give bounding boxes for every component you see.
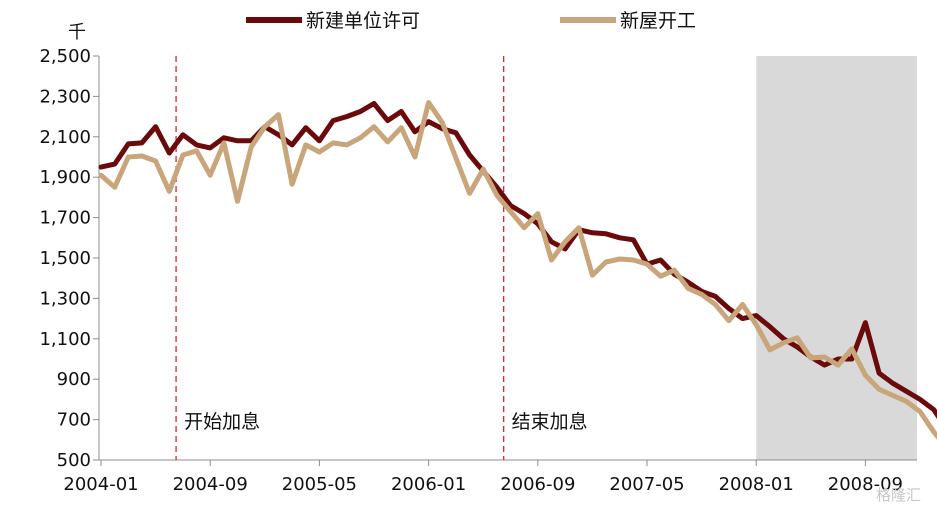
watermark: 格隆汇 <box>876 486 921 504</box>
y-tick-label: 700 <box>57 410 91 431</box>
legend: 新建单位许可 新屋开工 <box>246 10 696 32</box>
y-tick-label: 1,300 <box>39 288 91 309</box>
annotations: 开始加息 结束加息 <box>175 56 588 460</box>
y-tick-label: 2,500 <box>39 46 91 67</box>
y-tick-label: 2,300 <box>39 86 91 107</box>
shaded-region <box>756 56 917 460</box>
y-tick-label: 1,100 <box>39 329 91 350</box>
unit-label: 千 <box>68 22 86 43</box>
y-tick-label: 1,500 <box>39 248 91 269</box>
legend-label: 新屋开工 <box>620 10 696 32</box>
y-tick-label: 1,700 <box>39 208 91 229</box>
series-line-2 <box>98 100 937 440</box>
x-tick-label: 2008-01 <box>719 474 794 495</box>
y-tick-label: 1,900 <box>39 167 91 188</box>
x-tick-label: 2007-05 <box>609 474 684 495</box>
x-tick-label: 2006-09 <box>500 474 575 495</box>
annotation-label: 结束加息 <box>512 411 588 433</box>
legend-label: 新建单位许可 <box>306 10 420 32</box>
annotation-label: 开始加息 <box>184 411 260 433</box>
x-tick-label: 2006-01 <box>391 474 466 495</box>
y-tick-label: 500 <box>57 450 91 471</box>
x-tick-label: 2004-09 <box>173 474 248 495</box>
y-tick-label: 900 <box>57 369 91 390</box>
series-lines <box>98 100 937 440</box>
y-ticks: 2,500 2,300 2,100 1,900 1,700 1,500 1,300 1,100… <box>39 46 99 471</box>
x-tick-label: 2004-01 <box>63 474 138 495</box>
y-tick-label: 2,100 <box>39 127 91 148</box>
x-tick-label: 2008-09 <box>828 474 903 495</box>
x-ticks: 2004-01 2004-09 2005-05 2006-01 2006-09 2007-… <box>63 460 903 495</box>
x-tick-label: 2005-05 <box>282 474 357 495</box>
